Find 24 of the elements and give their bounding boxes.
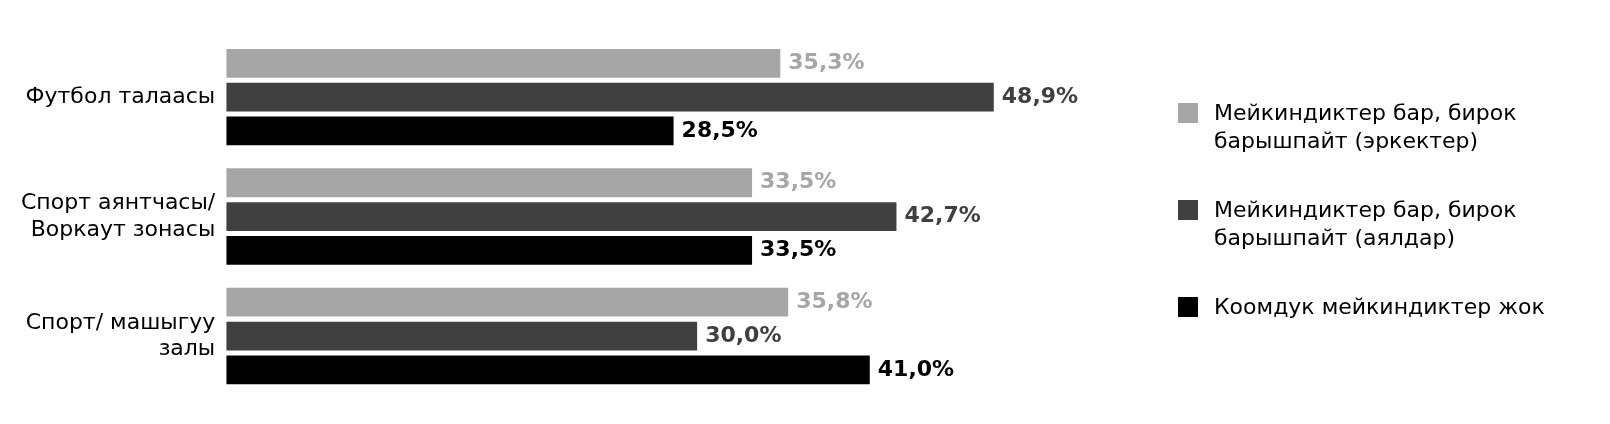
bar [226,202,897,231]
data-label: 30,0% [705,321,782,347]
legend-label: Коомдук мейкиндиктер жок [1214,292,1545,321]
bar [226,116,674,146]
data-label: 41,0% [877,355,955,381]
bar [226,82,994,112]
bar [226,355,870,385]
data-label: 42,7% [904,202,981,228]
y-tick-label: Футбол талаасы [25,82,216,108]
data-label: 28,5% [681,116,758,142]
data-label: 33,5% [760,168,837,194]
bar [226,287,789,317]
bar [226,321,698,351]
bar [226,168,753,198]
y-tick-label: Спорт/ машыгуу залы [25,308,216,360]
data-label: 48,9% [1001,82,1079,108]
legend-label: Мейкиндиктер бар, бирок барышпайт (эркектер) [1214,98,1518,156]
bar [226,236,753,265]
legend-label: Мейкиндиктер бар, бирок барышпайт (аялдар) [1214,195,1518,253]
data-label: 35,8% [796,287,873,313]
y-tick-label: Спорт аянтчасы/ Воркаут зонасы [20,189,216,241]
data-label: 35,3% [788,49,865,74]
data-label: 33,5% [760,236,837,262]
bar [226,48,781,78]
